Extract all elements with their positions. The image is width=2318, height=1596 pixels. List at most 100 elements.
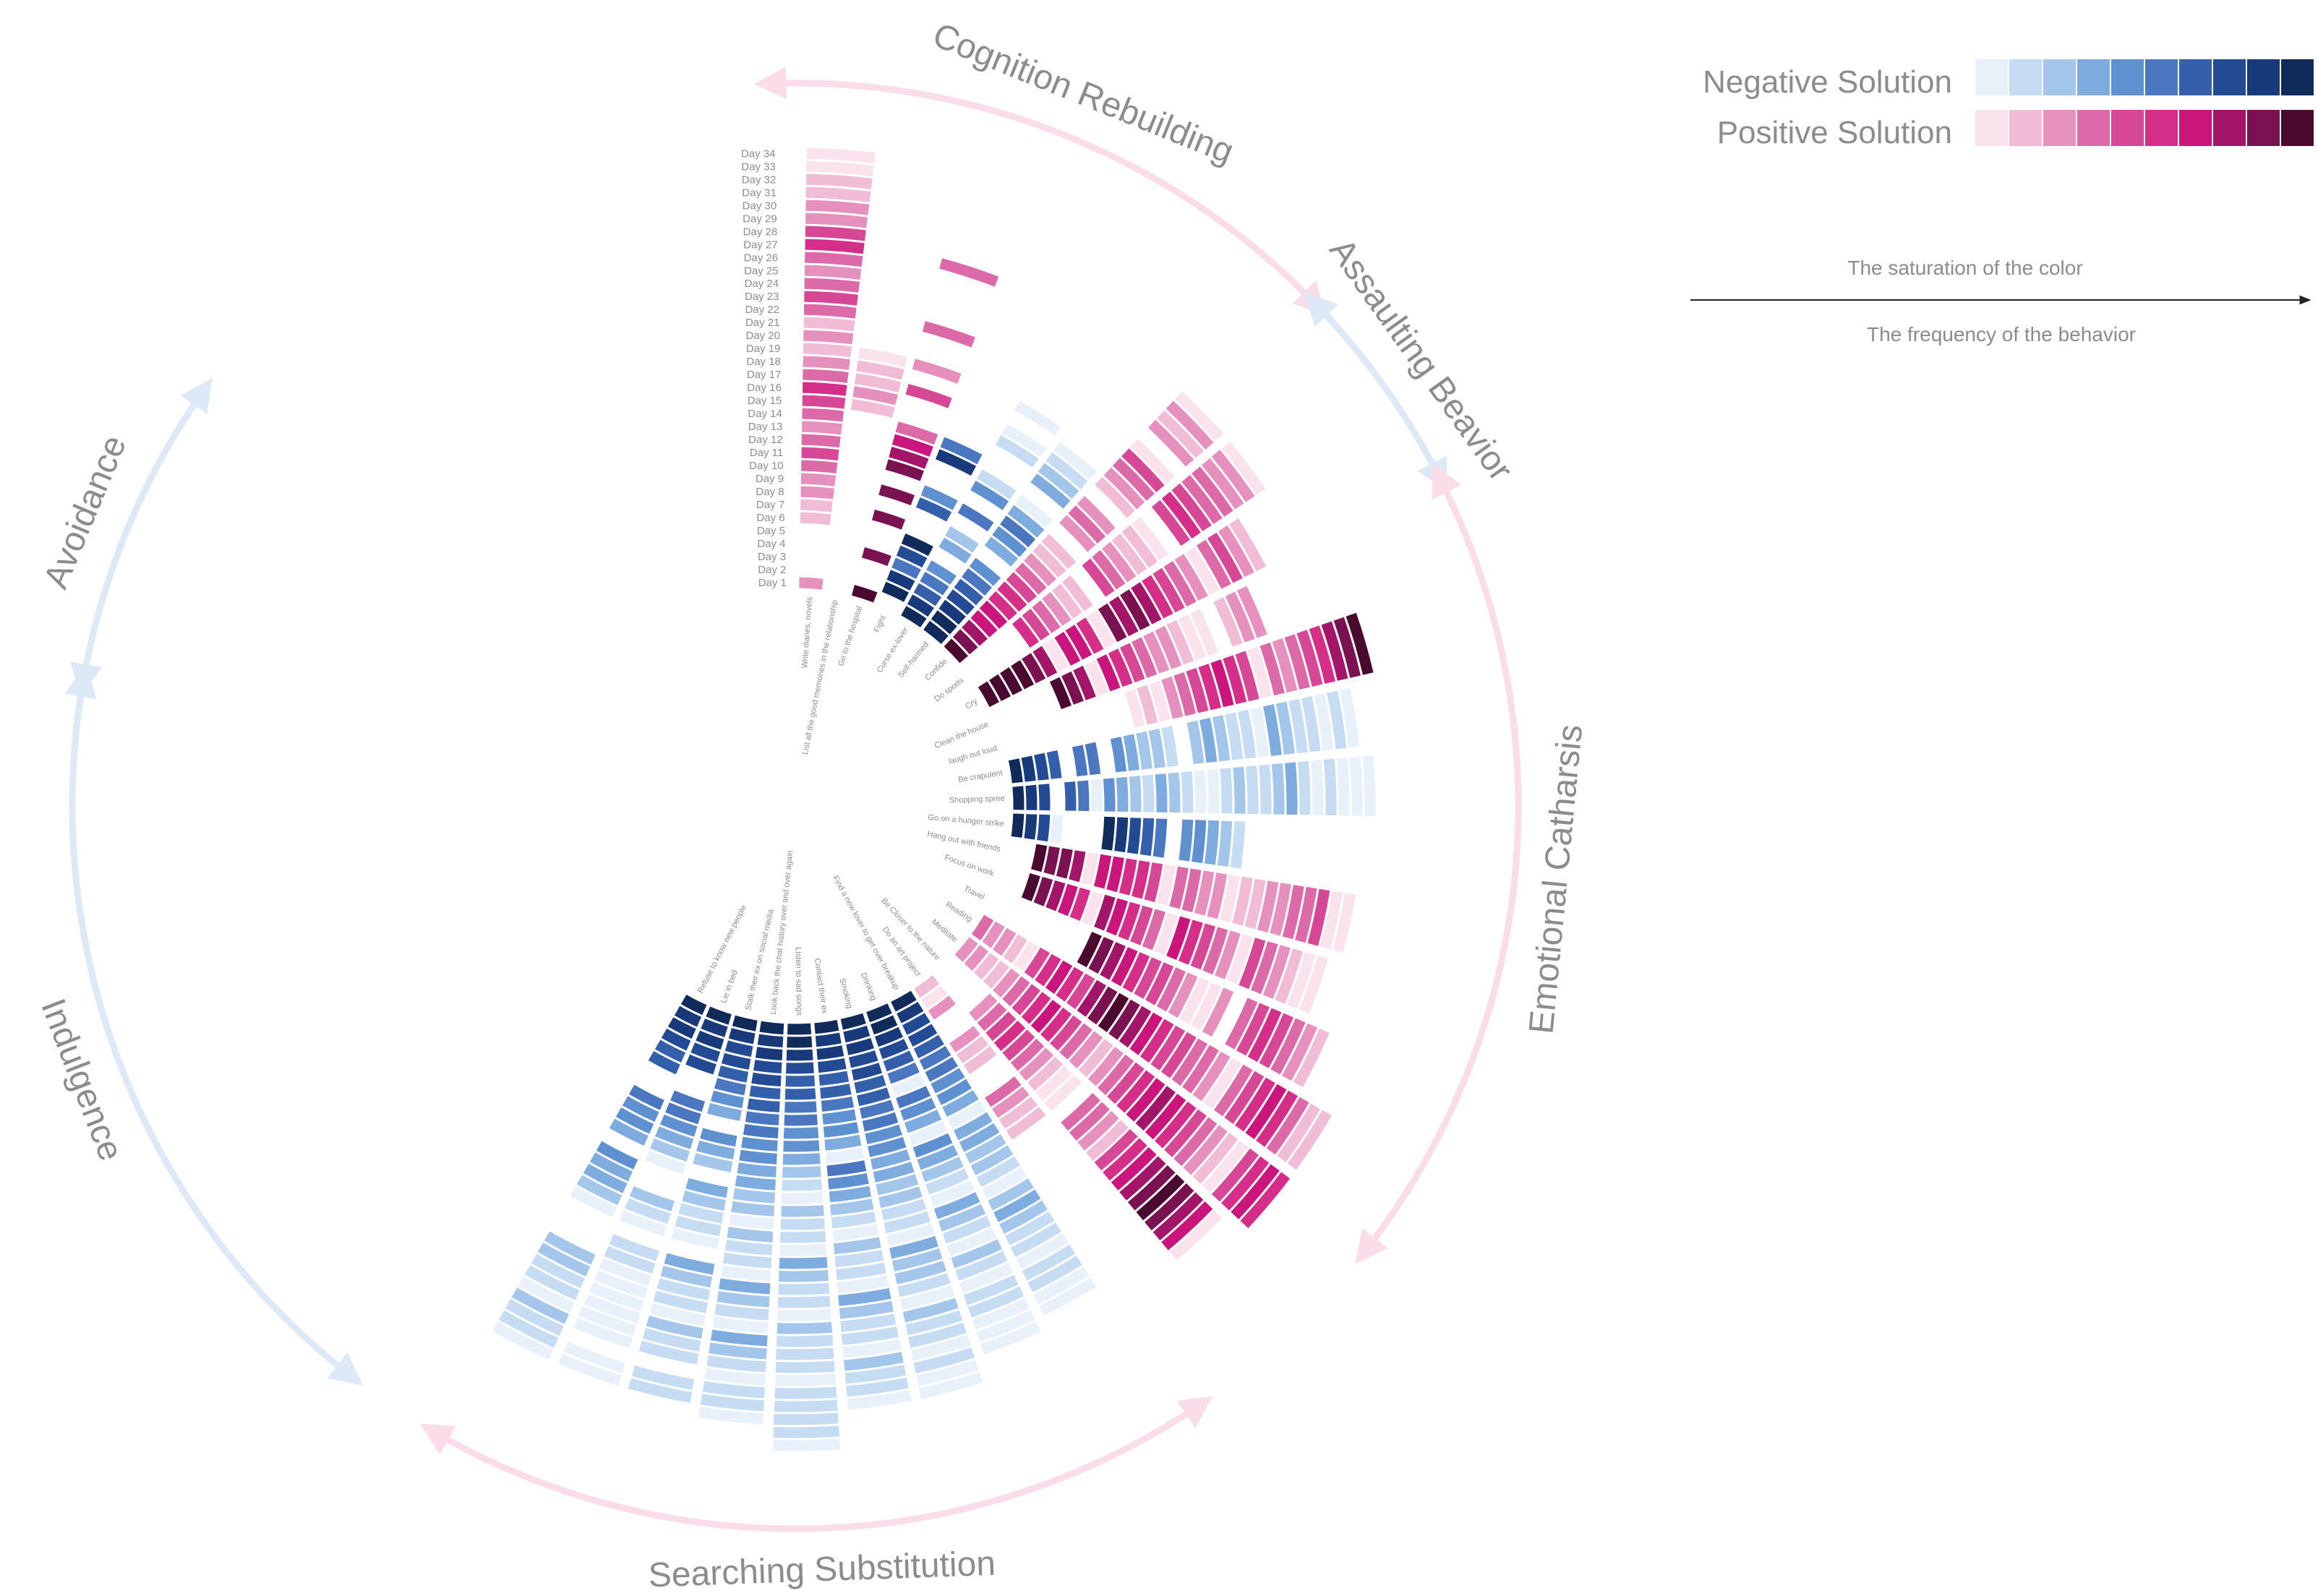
heatmap-cell: [745, 1111, 779, 1125]
heatmap-cell: [884, 1211, 931, 1234]
legend-swatch: [2077, 110, 2110, 146]
behavior-label: Meditate: [930, 918, 959, 944]
heatmap-cell: [806, 147, 876, 164]
heatmap-cell: [1030, 473, 1071, 509]
heatmap-cell: [1218, 525, 1254, 578]
heatmap-cell: [1221, 441, 1266, 495]
heatmap-cell: [747, 1098, 780, 1112]
heatmap-cell: [1179, 819, 1194, 862]
heatmap-cell: [1250, 707, 1269, 758]
heatmap-cell: [511, 1287, 569, 1324]
heatmap-cell: [786, 1049, 813, 1061]
behavior-label: Hang out with friends: [926, 830, 1001, 854]
heatmap-cell: [866, 1003, 892, 1023]
heatmap-cell: [1181, 868, 1202, 913]
heatmap-cell: [1108, 648, 1133, 687]
day-label: Day 4: [757, 538, 785, 550]
heatmap-cell: [805, 200, 870, 215]
heatmap-cell: [786, 1062, 814, 1074]
heatmap-cell: [1221, 1156, 1270, 1211]
heatmap-cell: [824, 1135, 862, 1151]
day-label: Day 7: [756, 499, 784, 511]
heatmap-cell: [1085, 742, 1101, 776]
heatmap-cell: [615, 1107, 654, 1134]
heatmap-cell: [1077, 979, 1106, 1017]
heatmap-cell: [1032, 543, 1066, 578]
heatmap-cell: [1270, 883, 1291, 936]
heatmap-cell: [942, 1090, 979, 1117]
heatmap-cell: [985, 1011, 1017, 1042]
day-label: Day 18: [746, 356, 781, 368]
heatmap-cell: [983, 960, 1009, 989]
heatmap-cell: [944, 638, 968, 664]
behavior-label: Fight: [873, 614, 888, 634]
heatmap-cell: [804, 278, 860, 293]
heatmap-cell: [871, 1015, 898, 1035]
heatmap-cell: [1299, 956, 1328, 1014]
heatmap-cell: [685, 1054, 717, 1075]
heatmap-cell: [1202, 1141, 1249, 1193]
heatmap-cell: [1072, 745, 1088, 777]
heatmap-cell: [959, 1263, 1014, 1293]
heatmap-cell: [1284, 762, 1298, 815]
heatmap-cell: [1194, 770, 1207, 813]
heatmap-cell: [1011, 813, 1025, 838]
heatmap-cell: [1198, 664, 1221, 711]
heatmap-cell: [1059, 515, 1096, 552]
heatmap-cell: [885, 459, 924, 481]
heatmap-cell: [649, 1303, 706, 1326]
heatmap-cell: [891, 990, 917, 1012]
heatmap-cell: [704, 1368, 766, 1386]
heatmap-cell: [1207, 872, 1228, 919]
heatmap-cell: [1145, 1183, 1194, 1231]
group-arrow-arc: [753, 66, 1327, 316]
heatmap-cell: [801, 434, 841, 448]
heatmap-cell: [1144, 862, 1163, 903]
heatmap-cell: [1033, 1266, 1090, 1304]
heatmap-cell: [912, 359, 962, 384]
heatmap-cell: [976, 1156, 1020, 1188]
day-label: Day 16: [747, 382, 782, 394]
heatmap-cell: [963, 1274, 1019, 1305]
heatmap-cell: [1087, 986, 1118, 1025]
heatmap-cell: [1038, 463, 1079, 499]
heatmap-cell: [803, 382, 847, 396]
heatmap-cell: [925, 1168, 970, 1195]
heatmap-cell: [1163, 561, 1197, 607]
heatmap-cell: [1059, 1023, 1092, 1060]
heatmap-cell: [1156, 967, 1186, 1012]
heatmap-cell: [531, 1253, 585, 1289]
heatmap-cell: [806, 173, 873, 189]
heatmap-cell: [1257, 880, 1279, 933]
heatmap-cell: [757, 1034, 784, 1047]
heatmap-cell: [1161, 1201, 1213, 1250]
heatmap-cell: [1014, 562, 1047, 595]
heatmap-cell: [802, 408, 844, 422]
heatmap-cell: [933, 1192, 980, 1219]
heatmap-cell: [1094, 1129, 1138, 1171]
heatmap-cell: [735, 1175, 776, 1190]
heatmap-cell: [1310, 760, 1324, 815]
heatmap-cell: [957, 503, 994, 532]
day-label: Day 9: [756, 473, 784, 485]
behavior-label: Write diaries, novels: [800, 596, 814, 669]
heatmap-cell: [1082, 891, 1103, 926]
heatmap-cell: [1132, 637, 1158, 678]
heatmap-cell: [753, 1060, 782, 1073]
heatmap-cell: [781, 1205, 824, 1217]
heatmap-cell: [886, 570, 915, 591]
heatmap-cell: [802, 395, 846, 409]
heatmap-cell: [1098, 992, 1129, 1032]
heatmap-cell: [1130, 439, 1175, 484]
behavior-label: Focus on work: [944, 853, 996, 878]
heatmap-cell: [1064, 781, 1077, 811]
heatmap-cell: [492, 1321, 554, 1360]
heatmap-cell: [583, 1294, 641, 1323]
heatmap-cell: [820, 1084, 852, 1099]
heatmap-cell: [896, 1086, 931, 1109]
legend-positive-scale: [1975, 110, 2314, 146]
heatmap-cell: [1173, 1117, 1218, 1167]
heatmap-cell: [1192, 820, 1207, 864]
heatmap-cell: [1183, 1125, 1228, 1175]
heatmap-cell: [1135, 1086, 1176, 1131]
